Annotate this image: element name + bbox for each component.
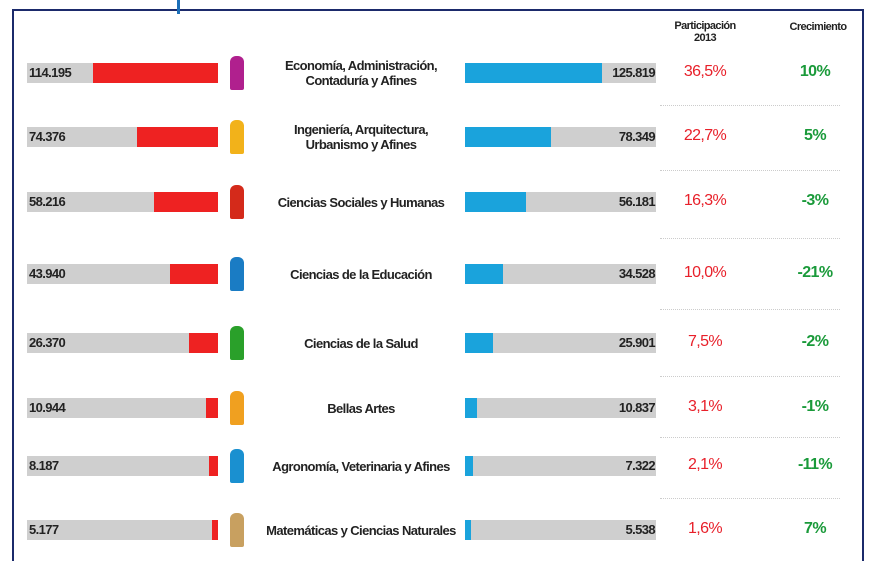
icon — [230, 56, 244, 90]
bar — [465, 264, 503, 284]
bar — [136, 127, 218, 147]
top-tick — [177, 0, 180, 14]
left-value-label: 74.376 — [29, 129, 66, 144]
share-label: 10,0% — [683, 264, 727, 281]
growth-label: -1% — [801, 398, 829, 415]
icon — [230, 257, 244, 291]
bar — [465, 333, 494, 353]
category-label: Ingeniería, Arquitectura, Urbanismo y Af… — [293, 122, 429, 152]
share-label: 36,5% — [683, 63, 727, 80]
bar — [206, 398, 218, 418]
share-label: 16,3% — [683, 192, 727, 209]
left-value-label: 8.187 — [29, 458, 59, 473]
right-value-label: 25.901 — [618, 335, 656, 350]
row-separator — [660, 238, 840, 239]
row-separator — [660, 308, 840, 310]
growth-label: -3% — [801, 192, 829, 209]
growth-label: -21% — [797, 264, 834, 281]
left-value-label: 26.370 — [29, 335, 66, 350]
bar — [465, 192, 527, 212]
category-label: Matemáticas y Ciencias Naturales — [266, 522, 456, 538]
row-separator — [660, 498, 840, 499]
right-value-label: 34.528 — [618, 266, 656, 281]
bar — [465, 127, 551, 147]
left-value-label: 58.216 — [29, 194, 66, 209]
right-value-label: 125.819 — [612, 65, 655, 80]
growth-label: -2% — [801, 333, 829, 350]
frame — [12, 9, 864, 561]
bar — [209, 456, 218, 476]
growth-label: 10% — [799, 63, 831, 80]
right-track — [465, 398, 656, 418]
right-track — [465, 520, 656, 540]
growth-header: Crecimiento — [789, 21, 848, 33]
right-value-label: 56.181 — [618, 194, 656, 209]
bar — [465, 63, 603, 83]
bar — [212, 520, 218, 540]
left-track — [27, 333, 218, 353]
left-value-label: 5.177 — [29, 522, 59, 537]
bar — [189, 333, 218, 353]
icon — [230, 391, 244, 425]
icon — [230, 120, 244, 154]
right-value-label: 78.349 — [618, 129, 656, 144]
bar — [465, 398, 477, 418]
growth-label: -11% — [797, 456, 833, 473]
share-label: 1,6% — [687, 520, 723, 537]
left-value-label: 43.940 — [29, 266, 66, 281]
bar — [465, 456, 473, 476]
left-track — [27, 456, 218, 476]
icon — [230, 326, 244, 360]
share-label: 2,1% — [687, 456, 723, 473]
row-separator — [660, 437, 840, 438]
share-label: 22,7% — [683, 127, 727, 144]
bar — [465, 520, 472, 540]
right-track — [465, 333, 656, 353]
left-value-label: 10.944 — [29, 400, 66, 415]
right-track — [465, 456, 656, 476]
share-label: 7,5% — [687, 333, 723, 350]
icon — [230, 185, 244, 219]
right-value-label: 10.837 — [618, 400, 656, 415]
icon — [230, 513, 244, 547]
right-value-label: 7.322 — [625, 458, 655, 473]
left-value-label: 114.195 — [29, 65, 72, 80]
bar — [93, 63, 218, 83]
right-value-label: 5.538 — [625, 522, 655, 537]
icon — [230, 449, 244, 483]
bar — [170, 264, 218, 284]
share-label: 3,1% — [687, 398, 723, 415]
category-label: Bellas Artes — [327, 400, 395, 416]
growth-label: 5% — [804, 127, 827, 144]
row-separator — [660, 169, 840, 171]
category-label: Economía, Administración, Contaduría y A… — [284, 58, 438, 88]
bar — [154, 192, 218, 212]
right-track — [465, 264, 656, 284]
category-label: Ciencias Sociales y Humanas — [277, 194, 445, 210]
left-track — [27, 398, 218, 418]
category-label: Ciencias de la Educación — [290, 266, 432, 282]
share-header: Participación 2013 — [674, 20, 736, 44]
row-separator — [660, 105, 840, 106]
category-label: Ciencias de la Salud — [304, 335, 418, 351]
growth-label: 7% — [804, 520, 827, 537]
category-label: Agronomía, Veterinaria y Afines — [272, 458, 450, 474]
left-track — [27, 520, 218, 540]
row-separator — [660, 375, 840, 377]
